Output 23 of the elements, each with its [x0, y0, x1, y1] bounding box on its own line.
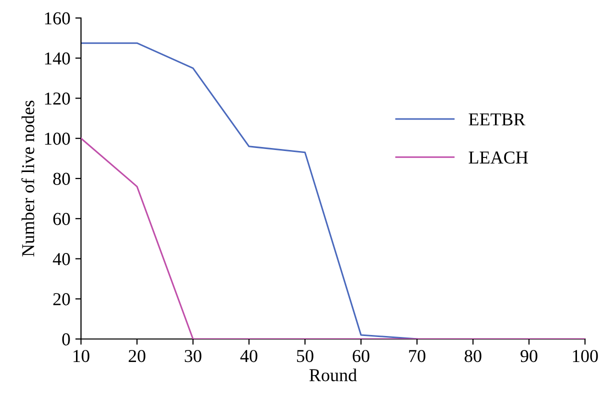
- y-tick-label: 20: [53, 293, 70, 306]
- x-tick-label: 20: [128, 350, 146, 362]
- y-tick-label: 40: [52, 253, 70, 266]
- x-tick-label: 40: [240, 350, 258, 362]
- y-tick-label: 60: [53, 212, 70, 226]
- y-tick-label: 100: [45, 132, 70, 145]
- x-tick-label: 10: [74, 350, 90, 362]
- x-tick-label: 60: [352, 350, 370, 362]
- x-tick-label: 70: [409, 350, 426, 362]
- y-tick-label: 160: [45, 12, 70, 24]
- legend-label: EETBR: [468, 113, 526, 126]
- y-tick-label: 120: [45, 92, 70, 105]
- y-axis-title: Number of live nodes: [21, 100, 34, 256]
- x-tick-label: 80: [464, 350, 482, 362]
- x-tick-label: 90: [520, 350, 538, 362]
- x-tick-label: 50: [297, 350, 314, 362]
- x-tick-label: 30: [184, 350, 202, 362]
- x-axis-title: Round: [309, 368, 357, 382]
- y-tick-label: 140: [45, 52, 70, 65]
- y-tick-label: 0: [62, 333, 70, 346]
- x-tick-label: 100: [573, 350, 598, 362]
- y-tick-label: 80: [53, 172, 70, 185]
- legend-label: LEACH: [468, 151, 528, 164]
